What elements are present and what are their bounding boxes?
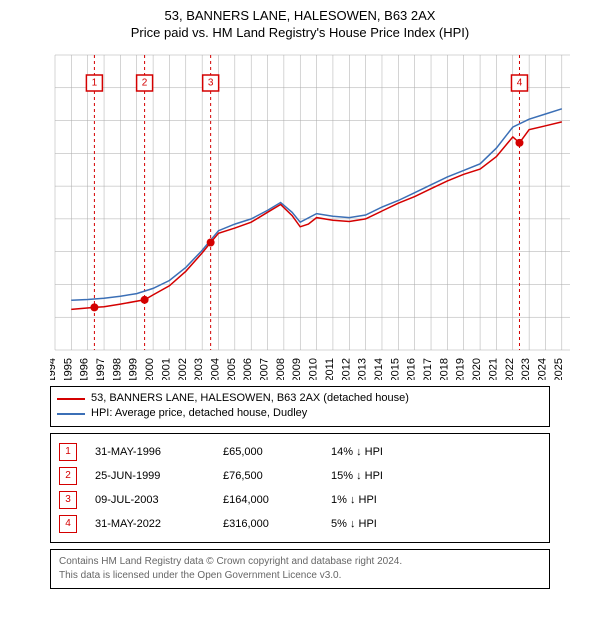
x-axis-label: 2008: [275, 358, 287, 380]
legend-label: HPI: Average price, detached house, Dudl…: [91, 406, 307, 421]
x-axis-label: 1999: [128, 358, 140, 380]
sales-row: 1 31-MAY-1996 £65,000 14% ↓ HPI: [59, 440, 541, 464]
x-axis-label: 2018: [438, 358, 450, 380]
x-axis-label: 2005: [226, 358, 238, 380]
x-axis-label: 2009: [291, 358, 303, 380]
sales-table: 1 31-MAY-1996 £65,000 14% ↓ HPI 2 25-JUN-1999…: [50, 433, 550, 543]
x-axis-label: 1996: [79, 358, 91, 380]
x-axis-label: 1997: [95, 358, 107, 380]
x-axis-label: 2020: [471, 358, 483, 380]
chart-title-subtitle: Price paid vs. HM Land Registry's House …: [0, 25, 600, 40]
x-axis-label: 2017: [422, 358, 434, 380]
sales-diff: 14% ↓ HPI: [331, 446, 383, 458]
sale-marker-badge-number: 2: [142, 78, 148, 89]
x-axis-label: 2012: [340, 358, 352, 380]
legend-row: HPI: Average price, detached house, Dudl…: [57, 406, 543, 421]
sales-badge: 3: [59, 491, 77, 509]
sale-marker-badge-number: 4: [517, 78, 523, 89]
x-axis-label: 2019: [455, 358, 467, 380]
sale-marker-badge-number: 1: [92, 78, 98, 89]
sales-row: 2 25-JUN-1999 £76,500 15% ↓ HPI: [59, 464, 541, 488]
sales-row: 4 31-MAY-2022 £316,000 5% ↓ HPI: [59, 512, 541, 536]
sales-price: £164,000: [223, 494, 313, 506]
legend-label: 53, BANNERS LANE, HALESOWEN, B63 2AX (de…: [91, 391, 409, 406]
sales-diff: 1% ↓ HPI: [331, 494, 377, 506]
x-axis-label: 2024: [536, 358, 548, 380]
legend-swatch: [57, 413, 85, 415]
sale-marker-dot: [515, 139, 523, 147]
x-axis-label: 2010: [308, 358, 320, 380]
x-axis-label: 2000: [144, 358, 156, 380]
sales-badge: 2: [59, 467, 77, 485]
x-axis-label: 1994: [50, 358, 58, 380]
sales-date: 25-JUN-1999: [95, 470, 205, 482]
sale-marker-badge-number: 3: [208, 78, 214, 89]
x-axis-label: 2001: [160, 358, 172, 380]
plot-area: £0£50K£100K£150K£200K£250K£300K£350K£400…: [50, 50, 600, 380]
sale-marker-dot: [141, 296, 149, 304]
footer-box: Contains HM Land Registry data © Crown c…: [50, 549, 550, 589]
x-axis-label: 1998: [111, 358, 123, 380]
chart-svg: £0£50K£100K£150K£200K£250K£300K£350K£400…: [50, 50, 580, 380]
x-axis-label: 2021: [487, 358, 499, 380]
legend-box: 53, BANNERS LANE, HALESOWEN, B63 2AX (de…: [50, 386, 550, 427]
legend-row: 53, BANNERS LANE, HALESOWEN, B63 2AX (de…: [57, 391, 543, 406]
chart-title-address: 53, BANNERS LANE, HALESOWEN, B63 2AX: [0, 8, 600, 23]
x-axis-label: 1995: [62, 358, 74, 380]
x-axis-label: 2025: [553, 358, 565, 380]
x-axis-label: 2003: [193, 358, 205, 380]
x-axis-label: 2015: [389, 358, 401, 380]
sale-marker-dot: [207, 238, 215, 246]
sales-date: 31-MAY-1996: [95, 446, 205, 458]
x-axis-label: 2013: [357, 358, 369, 380]
sales-price: £76,500: [223, 470, 313, 482]
x-axis-label: 2004: [209, 358, 221, 380]
x-axis-label: 2016: [406, 358, 418, 380]
sales-diff: 15% ↓ HPI: [331, 470, 383, 482]
sales-price: £316,000: [223, 518, 313, 530]
sales-diff: 5% ↓ HPI: [331, 518, 377, 530]
sales-date: 31-MAY-2022: [95, 518, 205, 530]
sales-badge: 1: [59, 443, 77, 461]
x-axis-label: 2014: [373, 358, 385, 380]
sales-row: 3 09-JUL-2003 £164,000 1% ↓ HPI: [59, 488, 541, 512]
chart-container: 53, BANNERS LANE, HALESOWEN, B63 2AX Pri…: [0, 0, 600, 589]
sales-badge: 4: [59, 515, 77, 533]
x-axis-label: 2007: [259, 358, 271, 380]
sales-price: £65,000: [223, 446, 313, 458]
footer-line1: Contains HM Land Registry data © Crown c…: [59, 555, 541, 569]
x-axis-label: 2006: [242, 358, 254, 380]
x-axis-label: 2023: [520, 358, 532, 380]
x-axis-label: 2002: [177, 358, 189, 380]
x-axis-label: 2022: [504, 358, 516, 380]
legend-swatch: [57, 398, 85, 400]
chart-titles: 53, BANNERS LANE, HALESOWEN, B63 2AX Pri…: [0, 0, 600, 40]
sale-marker-dot: [90, 303, 98, 311]
footer-line2: This data is licensed under the Open Gov…: [59, 569, 541, 583]
x-axis-label: 2011: [324, 358, 336, 380]
sales-date: 09-JUL-2003: [95, 494, 205, 506]
